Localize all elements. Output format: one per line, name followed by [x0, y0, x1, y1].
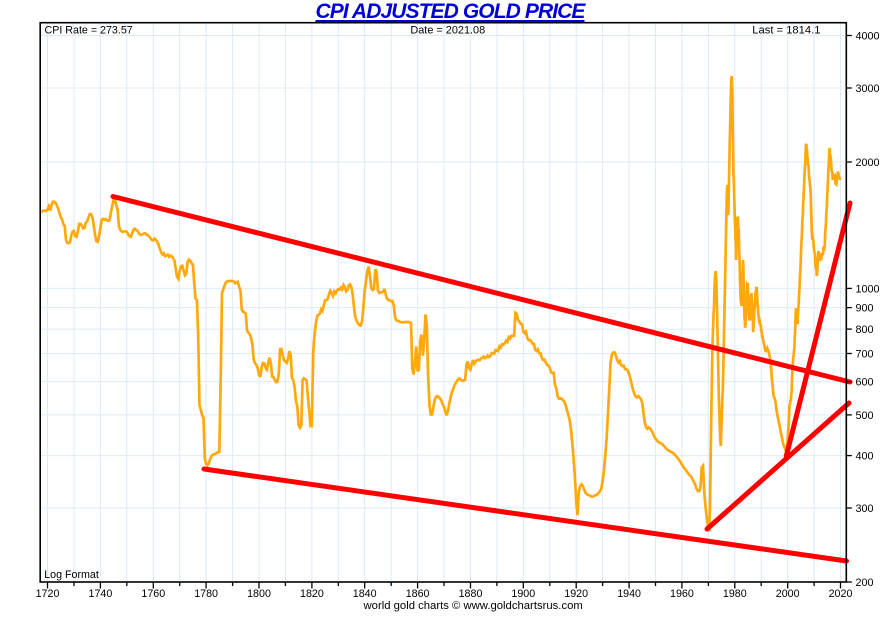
svg-text:500: 500	[856, 410, 874, 422]
svg-text:1860: 1860	[406, 588, 430, 600]
svg-text:1000: 1000	[856, 283, 880, 295]
svg-text:1900: 1900	[511, 588, 535, 600]
svg-text:1980: 1980	[723, 588, 747, 600]
svg-text:700: 700	[856, 348, 874, 360]
svg-text:1920: 1920	[564, 588, 588, 600]
svg-text:1960: 1960	[670, 588, 694, 600]
svg-text:CPI ADJUSTED GOLD PRICE: CPI ADJUSTED GOLD PRICE	[315, 0, 586, 23]
svg-text:CPI Rate = 273.57: CPI Rate = 273.57	[45, 25, 133, 37]
svg-text:400: 400	[856, 451, 874, 463]
svg-text:2000: 2000	[776, 588, 800, 600]
svg-text:2020: 2020	[829, 588, 853, 600]
svg-text:1720: 1720	[36, 588, 60, 600]
svg-text:world gold charts © www.goldch: world gold charts © www.goldchartsrus.co…	[363, 600, 583, 612]
svg-text:1940: 1940	[617, 588, 641, 600]
svg-text:1820: 1820	[300, 588, 324, 600]
svg-text:4000: 4000	[856, 30, 880, 42]
svg-text:1740: 1740	[89, 588, 113, 600]
svg-text:200: 200	[856, 577, 874, 589]
svg-text:1800: 1800	[247, 588, 271, 600]
svg-text:2000: 2000	[856, 157, 880, 169]
svg-text:1880: 1880	[459, 588, 483, 600]
svg-text:3000: 3000	[856, 83, 880, 95]
svg-text:900: 900	[856, 303, 874, 315]
svg-text:Log Format: Log Format	[44, 569, 99, 581]
svg-text:Date = 2021.08: Date = 2021.08	[410, 25, 485, 37]
svg-text:600: 600	[856, 377, 874, 389]
svg-text:800: 800	[856, 324, 874, 336]
svg-text:1760: 1760	[141, 588, 165, 600]
svg-text:300: 300	[856, 503, 874, 515]
svg-text:1780: 1780	[194, 588, 218, 600]
svg-text:1840: 1840	[353, 588, 377, 600]
svg-text:Last = 1814.1: Last = 1814.1	[752, 25, 820, 37]
